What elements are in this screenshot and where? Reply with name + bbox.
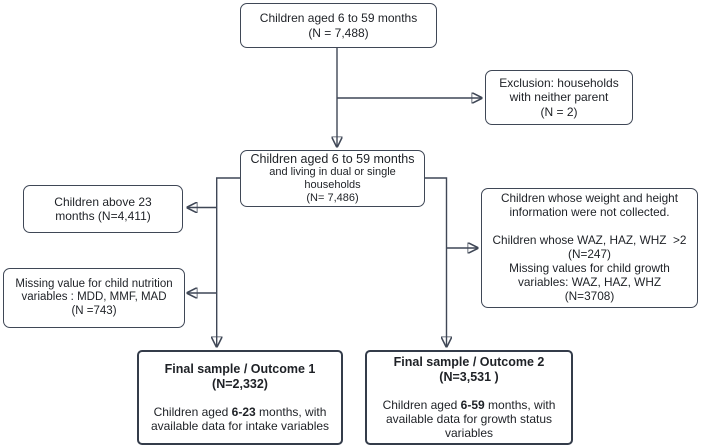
box-children-6-59-months-text: Children aged 6 to 59 months (N = 7,488) xyxy=(259,11,418,40)
box-children-above-23-months: Children above 23 months (N=4,411) xyxy=(23,185,183,233)
box-children-above-23-months-text: Children above 23 months (N=4,411) xyxy=(54,194,152,223)
box-final-sample-outcome-1-title: Final sample / Outcome 1 (N=2,332) xyxy=(164,362,316,391)
box-final-sample-outcome-2-body: Children aged 6-59 months, with availabl… xyxy=(382,397,556,440)
box-missing-nutrition-values: Missing value for child nutrition variab… xyxy=(3,268,185,328)
box-exclusion-households-text: Exclusion: households with neither paren… xyxy=(499,76,619,119)
box-children-dual-single-households-heading: Children aged 6 to 59 months xyxy=(250,151,415,166)
box-children-dual-single-households: Children aged 6 to 59 months and living … xyxy=(240,150,425,207)
box-growth-exclusions: Children whose weight and height informa… xyxy=(481,188,698,308)
box-final-sample-outcome-2: Final sample / Outcome 2 (N=3,531 ) Chil… xyxy=(365,350,573,445)
box-growth-exclusions-text: Children whose weight and height informa… xyxy=(492,191,687,303)
connector-mid-to-final1-rail xyxy=(217,177,240,346)
box-final-sample-outcome-1-body: Children aged 6-23 months, with availabl… xyxy=(150,404,330,433)
box-final-sample-outcome-1: Final sample / Outcome 1 (N=2,332) Child… xyxy=(137,350,343,445)
box-exclusion-households: Exclusion: households with neither paren… xyxy=(485,70,633,125)
box-final-sample-outcome-2-title: Final sample / Outcome 2 (N=3,531 ) xyxy=(393,355,545,384)
box-missing-nutrition-values-text: Missing value for child nutrition variab… xyxy=(15,277,173,317)
connector-mid-to-final2-rail xyxy=(425,177,447,346)
box-children-6-59-months: Children aged 6 to 59 months (N = 7,488) xyxy=(240,3,437,48)
box-children-dual-single-households-text: and living in dual or single households … xyxy=(269,166,396,205)
